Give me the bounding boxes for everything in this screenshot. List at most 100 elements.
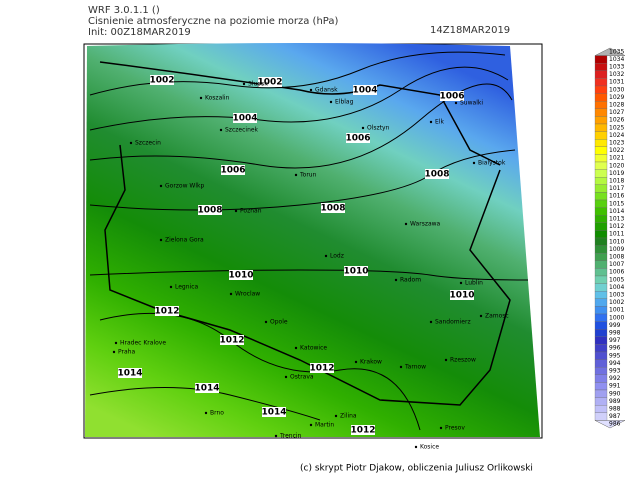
legend-value: 1021 [609, 155, 624, 162]
contour-label-bg [310, 363, 334, 373]
city-dot [229, 292, 233, 296]
city-name: Legnica [175, 284, 199, 291]
legend-cell [594, 329, 608, 337]
city-name: Warszawa [410, 221, 441, 228]
contour-label-bg [344, 266, 368, 276]
legend-value: 1031 [609, 79, 624, 86]
legend-value: 1015 [609, 200, 624, 207]
legend-value: 989 [609, 398, 621, 405]
city-dot [159, 238, 163, 242]
legend-value: 1030 [609, 86, 624, 93]
city-dot [129, 141, 133, 145]
legend-cell [594, 405, 608, 413]
contour-label-bg [155, 306, 179, 316]
city-dot [242, 82, 246, 86]
legend-cell [594, 245, 608, 254]
legend-cell [594, 260, 608, 269]
legend-cell [594, 161, 608, 170]
contour-label: 1004 [232, 114, 257, 124]
legend-cell [594, 351, 608, 360]
city-dot [114, 341, 118, 345]
city-name: Gorzow Wlkp [165, 183, 204, 190]
city-dot [414, 445, 418, 449]
city-dot [264, 320, 268, 324]
legend-cell [594, 389, 608, 398]
contour-label: 1014 [117, 369, 142, 379]
city-name: Poznan [240, 208, 262, 215]
contour-label-bg [220, 335, 244, 345]
contour-label-bg [221, 165, 245, 175]
city-dot [472, 161, 476, 165]
contour-label: 1002 [257, 78, 282, 88]
legend-cell [594, 169, 608, 178]
contour-label: 1006 [220, 166, 245, 176]
city-dot [329, 100, 333, 104]
legend-cell [594, 108, 608, 117]
contour-label-bg [450, 290, 474, 300]
city-name: Elblag [335, 99, 354, 106]
city-name: Krakow [360, 359, 382, 366]
city-dot [284, 375, 288, 379]
city-name: Martin [315, 422, 334, 429]
legend-value: 1008 [609, 254, 624, 261]
city-name: Hradec Kralove [120, 340, 166, 347]
contour-label: 1006 [345, 134, 370, 144]
credit: (c) skrypt Piotr Djakow, obliczenia Juli… [300, 464, 533, 474]
legend-cell [594, 70, 608, 79]
legend-cell [594, 222, 608, 231]
contour-label-bg [351, 425, 375, 435]
city-dot [459, 281, 463, 285]
contour-label-bg [229, 270, 253, 280]
legend-value: 1025 [609, 124, 624, 131]
legend-cell [594, 207, 608, 216]
city-dot [169, 285, 173, 289]
contour-label: 1012 [350, 426, 375, 436]
legend-cell [594, 199, 608, 208]
legend-cell [594, 298, 608, 307]
legend-cell [594, 291, 608, 299]
legend-cell [594, 306, 608, 315]
legend-value: 1019 [609, 170, 624, 177]
contour-label-bg [198, 205, 222, 215]
contour-label: 1008 [320, 204, 345, 214]
contours [89, 51, 529, 431]
legend-cell [594, 116, 608, 125]
legend-cell [594, 184, 608, 193]
contour-label: 1014 [194, 384, 219, 394]
legend-cell [594, 268, 608, 277]
city-dot [361, 126, 365, 130]
city-name: Trencin [279, 433, 302, 440]
city-dot [309, 88, 313, 92]
legend-value: 1006 [609, 269, 624, 276]
legend-value: 1013 [609, 216, 624, 223]
legend-value: 1026 [609, 117, 624, 124]
legend-cell [594, 321, 608, 330]
contour-label-bg [262, 407, 286, 417]
legend-cell [594, 367, 608, 375]
legend-cell [594, 275, 608, 284]
city-name: Opole [270, 319, 288, 326]
city-name: Szczecinek [225, 127, 259, 134]
legend-value: 1018 [609, 178, 624, 185]
legend-cell [594, 85, 608, 94]
city-name: Gdansk [315, 87, 338, 94]
city-name: Zielona Gora [165, 237, 204, 244]
contour-label-bg [150, 75, 174, 85]
city-name: Ostrava [290, 374, 314, 381]
legend-cell [594, 101, 608, 109]
legend-value: 988 [609, 406, 621, 413]
legend-value: 996 [609, 345, 621, 352]
model: WRF 3.0.1.1 () [88, 5, 160, 16]
pressure-field [85, 43, 540, 437]
legend-cell [594, 359, 608, 368]
valid-time: 14Z18MAR2019 [430, 25, 510, 36]
city-name: Szczecin [135, 140, 161, 147]
city-dot [159, 184, 163, 188]
legend-value: 1034 [609, 56, 624, 63]
city-dot [274, 434, 278, 438]
contour-label-bg [440, 91, 464, 101]
city-dot [112, 350, 116, 354]
city-dot [454, 101, 458, 105]
legend-value: 1003 [609, 292, 624, 299]
